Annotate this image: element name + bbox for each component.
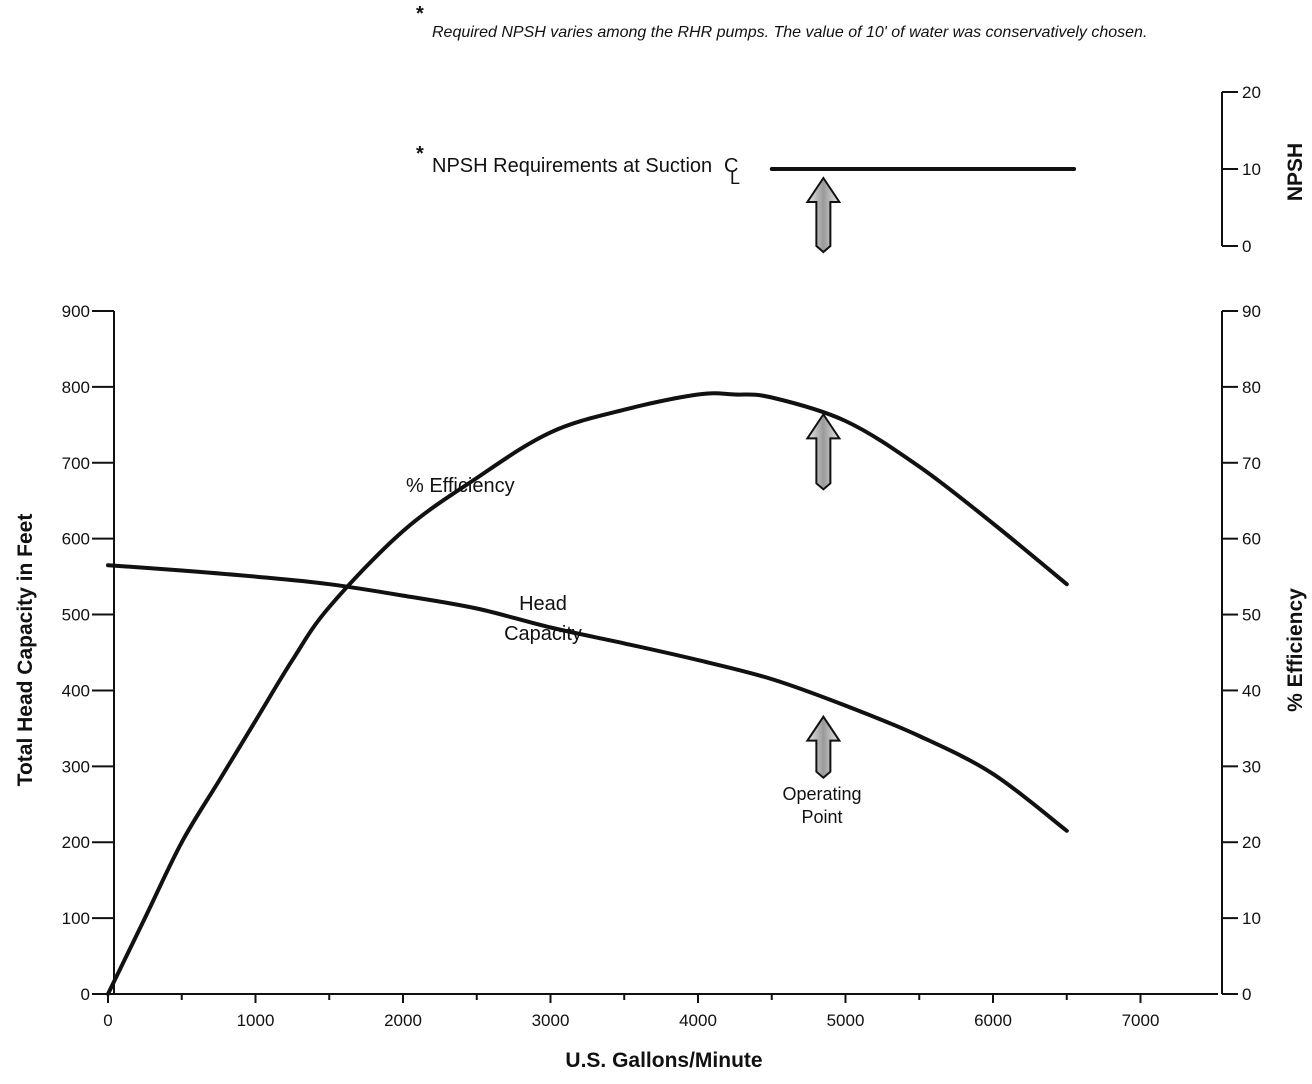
y-npsh-tick-label-10: 10 xyxy=(1242,160,1261,179)
efficiency-curve-label: % Efficiency xyxy=(406,475,515,497)
x-tick-label-1000: 1000 xyxy=(237,1011,275,1030)
npsh-requirements-label: NPSH Requirements at Suction xyxy=(432,155,712,177)
y-right-tick-label-70: 70 xyxy=(1242,454,1261,473)
y-left-tick-label-700: 700 xyxy=(62,454,90,473)
x-tick-label-3000: 3000 xyxy=(532,1011,570,1030)
y-left-tick-label-300: 300 xyxy=(62,757,90,776)
npsh-operating-arrow xyxy=(805,176,842,254)
head-operating-arrow xyxy=(805,714,842,780)
npsh-label-marker: * xyxy=(416,143,424,165)
y-left-tick-label-600: 600 xyxy=(62,530,90,549)
y-left-tick-label-200: 200 xyxy=(62,833,90,852)
y-right-tick-label-20: 20 xyxy=(1242,833,1261,852)
y-npsh-tick-label-0: 0 xyxy=(1242,237,1251,256)
footnote-marker: * xyxy=(416,3,424,25)
y-right-tick-label-10: 10 xyxy=(1242,909,1261,928)
y-right-tick-label-90: 90 xyxy=(1242,302,1261,321)
head-curve-label-line1: Head xyxy=(519,593,567,615)
y-right-tick-label-80: 80 xyxy=(1242,378,1261,397)
y-right-tick-label-60: 60 xyxy=(1242,530,1261,549)
y-axis-left-title: Total Head Capacity in Feet xyxy=(14,514,37,787)
x-tick-label-6000: 6000 xyxy=(974,1011,1012,1030)
y-npsh-tick-label-20: 20 xyxy=(1242,83,1261,102)
y-right-tick-label-40: 40 xyxy=(1242,681,1261,700)
y-left-tick-label-100: 100 xyxy=(62,909,90,928)
x-tick-label-0: 0 xyxy=(103,1011,112,1030)
y-left-tick-label-0: 0 xyxy=(81,985,90,1004)
y-right-tick-label-0: 0 xyxy=(1242,985,1251,1004)
operating-point-label-line1: Operating xyxy=(782,784,861,804)
x-tick-label-5000: 5000 xyxy=(827,1011,865,1030)
y-left-tick-label-500: 500 xyxy=(62,606,90,625)
operating-point-label-line2: Point xyxy=(801,807,842,827)
y-right-tick-label-50: 50 xyxy=(1242,606,1261,625)
y-axis-right-title: % Efficiency xyxy=(1284,588,1307,712)
x-tick-label-4000: 4000 xyxy=(679,1011,717,1030)
x-tick-label-2000: 2000 xyxy=(384,1011,422,1030)
y-left-tick-label-400: 400 xyxy=(62,681,90,700)
x-tick-label-7000: 7000 xyxy=(1122,1011,1160,1030)
y-axis-npsh-title: NPSH xyxy=(1284,143,1307,201)
npsh-cl-c: C xyxy=(724,155,738,177)
y-left-tick-label-800: 800 xyxy=(62,378,90,397)
head-capacity-curve xyxy=(106,563,1069,833)
efficiency-operating-arrow xyxy=(805,412,842,491)
y-left-tick-label-900: 900 xyxy=(62,302,90,321)
x-axis-title: U.S. Gallons/Minute xyxy=(565,1049,762,1072)
npsh-cl-l: L xyxy=(730,168,740,188)
footnote-text: Required NPSH varies among the RHR pumps… xyxy=(432,24,1147,41)
y-right-tick-label-30: 30 xyxy=(1242,757,1261,776)
efficiency-curve xyxy=(106,391,1069,996)
